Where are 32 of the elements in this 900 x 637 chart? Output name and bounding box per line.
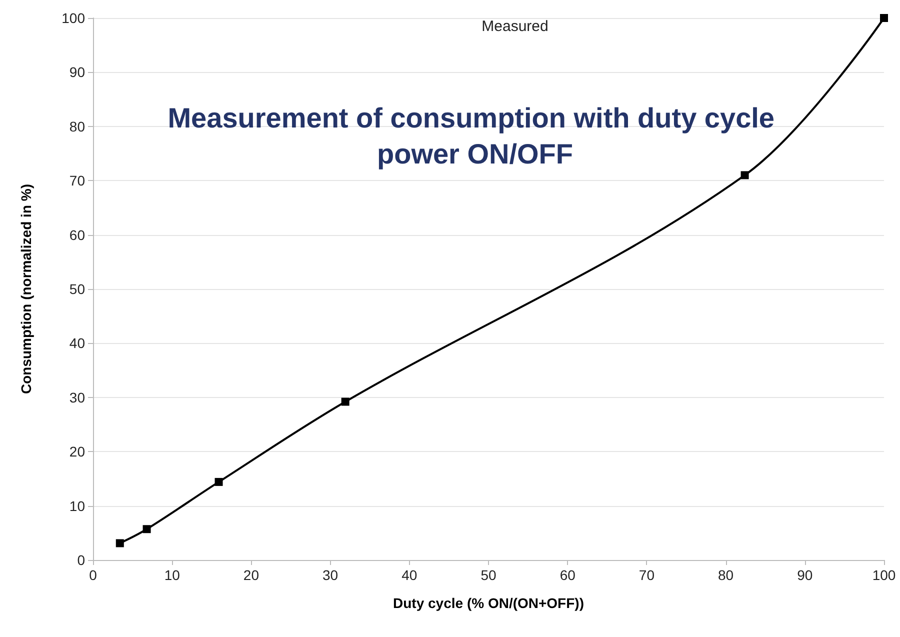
y-tick-label: 40 [69,335,86,352]
text: Measurement of consumption with duty cycle power ON/OFF [168,102,782,170]
y-tick-label: 70 [69,172,86,189]
x-tick-label: 80 [718,567,734,583]
y-tick-label: 90 [69,64,86,80]
x-tick-label: 10 [164,567,180,583]
x-tick-label: 60 [560,567,576,583]
y-tick-label: 10 [69,498,86,514]
y-axis-title: Consumption (normalized in %) [18,184,34,394]
y-tick-label: 80 [69,118,86,134]
y-tick-label: 100 [62,10,86,26]
x-tick-label: 50 [480,567,496,583]
x-tick-label: 40 [402,567,418,583]
x-tick-label: 20 [243,567,260,583]
x-tick-label: 70 [638,567,655,583]
chart-subtitle: Measured [482,18,548,35]
x-tick-label: 90 [797,567,813,583]
point [740,171,749,180]
y-tick-label: 50 [69,281,86,297]
y-tick-label: 20 [69,444,86,460]
point [142,525,151,534]
x-tick-label: 30 [322,567,338,583]
point [116,539,124,548]
x-tick-label: 0 [89,567,98,583]
y-tick-label: 60 [69,226,86,243]
x-tick-label: 100 [872,567,896,583]
point [214,478,223,486]
point [880,14,888,22]
y-tick-label: 30 [69,389,86,406]
x-axis-title: Duty cycle (% ON/(ON+OFF)) [393,595,584,611]
y-tick-label: 0 [77,552,86,568]
point [341,398,350,406]
